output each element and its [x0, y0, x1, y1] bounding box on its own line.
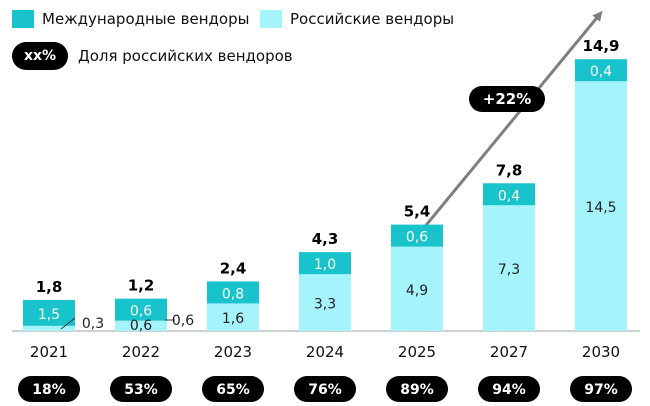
growth-badge: [469, 86, 545, 112]
x-tick-label-2027: 2027: [490, 343, 528, 361]
x-tick-label-2021: 2021: [30, 343, 68, 361]
value-label-russian-2024: 3,3: [314, 297, 336, 313]
bar-russian-2021: [23, 325, 75, 331]
value-label-russian-2022: 0,6: [130, 318, 152, 334]
share-pill-2021: [18, 376, 80, 402]
value-label-international-2023: 0,8: [222, 286, 244, 302]
total-label-2030: 14,9: [582, 37, 619, 55]
bar-russian-2023: [207, 303, 259, 331]
bar-russian-2025: [391, 246, 443, 331]
legend-label-share: Доля российских вендоров: [78, 47, 293, 65]
value-label-russian-2027: 7,3: [498, 262, 520, 278]
bar-russian-2022: [115, 320, 167, 331]
legend: Международные вендоры Российские вендоры…: [12, 6, 472, 70]
share-label-2023: 65%: [216, 382, 250, 398]
x-tick-label-2025: 2025: [398, 343, 436, 361]
bar-russian-2030: [575, 81, 627, 332]
share-label-2021: 18%: [32, 382, 66, 398]
legend-item-russian: Российские вендоры: [260, 6, 454, 32]
legend-item-international: Международные вендоры: [12, 6, 249, 32]
legend-swatch-international: [12, 10, 34, 28]
value-label-russian-2025: 4,9: [406, 283, 428, 299]
value-label-international-2021: 1,5: [38, 307, 60, 323]
growth-label: +22%: [483, 90, 531, 108]
total-label-2021: 1,8: [36, 278, 63, 296]
value-label-international-2030: 0,4: [590, 64, 612, 80]
share-label-2024: 76%: [308, 382, 342, 398]
value-label-russian-2021: 0,3: [82, 316, 104, 332]
bar-international-2027: [483, 183, 535, 206]
legend-label-russian: Российские вендоры: [290, 10, 455, 28]
total-label-2024: 4,3: [312, 230, 339, 248]
share-pill-2025: [386, 376, 448, 402]
value-label-russian-2023: 1,6: [222, 311, 244, 327]
bar-international-2025: [391, 224, 443, 247]
leader-line-2021: [60, 317, 76, 330]
growth-arrow: [416, 10, 603, 236]
share-label-2027: 94%: [492, 382, 526, 398]
total-label-2025: 5,4: [404, 203, 431, 221]
total-label-2023: 2,4: [220, 259, 247, 277]
value-label-russian-2030: 14,5: [585, 200, 616, 216]
bar-international-2023: [207, 281, 259, 304]
x-tick-label-2022: 2022: [122, 343, 160, 361]
share-pill-2022: [110, 376, 172, 402]
total-label-2027: 7,8: [496, 161, 523, 179]
share-label-2025: 89%: [400, 382, 434, 398]
legend-swatch-russian: [260, 10, 282, 28]
bar-international-2024: [299, 252, 351, 275]
share-pill-2027: [478, 376, 540, 402]
share-pill-2030: [570, 376, 632, 402]
bar-international-2022: [115, 298, 167, 321]
value-label-international-2022: 0,6: [130, 304, 152, 320]
share-pill-2024: [294, 376, 356, 402]
total-label-2022: 1,2: [128, 277, 155, 295]
legend-item-share: xx% Доля российских вендоров: [12, 42, 293, 70]
legend-label-international: Международные вендоры: [42, 10, 250, 28]
x-tick-label-2030: 2030: [582, 343, 620, 361]
x-tick-label-2024: 2024: [306, 343, 344, 361]
share-label-2022: 53%: [124, 382, 158, 398]
value-label-international-2024: 1,0: [314, 257, 336, 273]
share-label-2030: 97%: [584, 382, 618, 398]
x-tick-label-2023: 2023: [214, 343, 252, 361]
value-label-side-2022: 0,6: [172, 313, 194, 329]
bar-russian-2027: [483, 205, 535, 331]
bar-international-2021: [23, 299, 75, 326]
share-pill-2023: [202, 376, 264, 402]
legend-share-pill: xx%: [12, 42, 68, 70]
bar-international-2030: [575, 59, 627, 82]
bar-russian-2024: [299, 274, 351, 331]
value-label-international-2027: 0,4: [498, 188, 520, 204]
value-label-international-2025: 0,6: [406, 230, 428, 246]
